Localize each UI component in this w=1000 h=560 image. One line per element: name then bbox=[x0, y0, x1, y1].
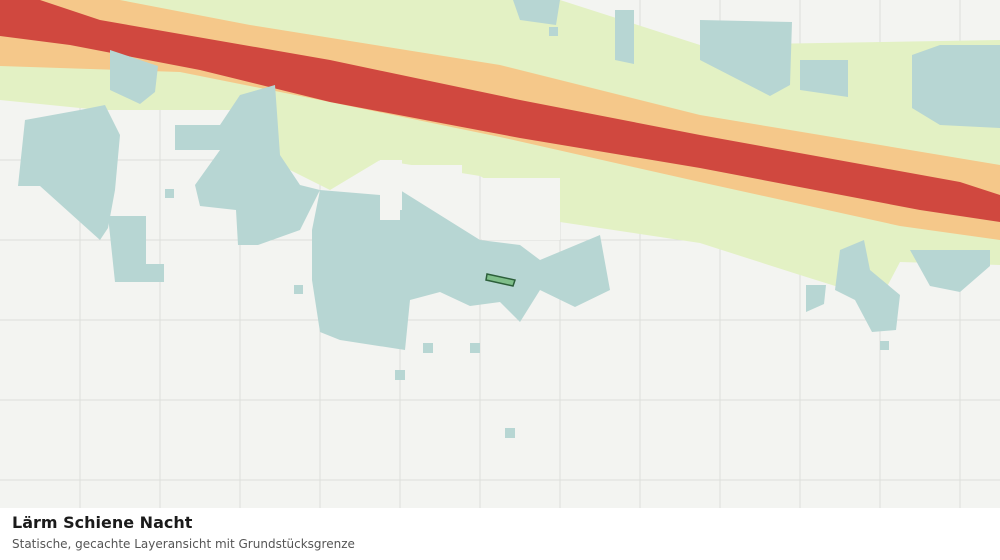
caption-panel bbox=[0, 508, 1000, 560]
map-title: Lärm Schiene Nacht bbox=[12, 513, 193, 532]
unmapped-areas bbox=[380, 160, 560, 240]
map-subtitle: Statische, gecachte Layeransicht mit Gru… bbox=[12, 537, 355, 551]
parcel-boundary[interactable] bbox=[485, 273, 516, 287]
noise-zone-high bbox=[0, 0, 1000, 222]
built-areas bbox=[18, 0, 1000, 438]
